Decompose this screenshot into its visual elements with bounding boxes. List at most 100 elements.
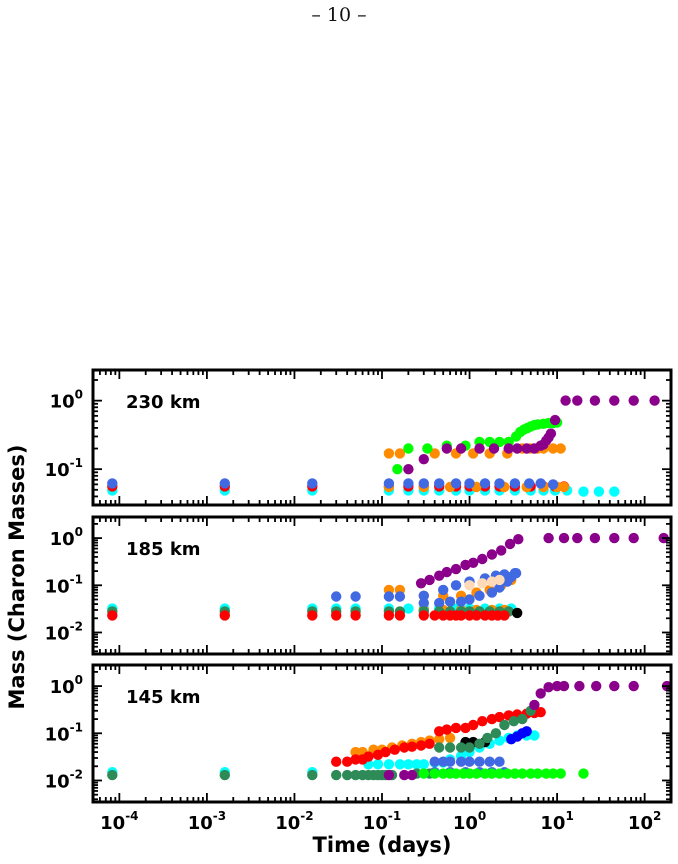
data-point (560, 395, 571, 406)
data-point (455, 610, 467, 621)
data-point (609, 486, 620, 497)
data-point (549, 414, 561, 426)
data-point (494, 756, 505, 767)
data-point (455, 443, 467, 454)
data-point (418, 590, 429, 601)
x-tick-label: 100 (453, 809, 486, 834)
data-point (219, 769, 230, 781)
data-point (383, 610, 395, 621)
x-tick-label: 10-1 (363, 809, 401, 834)
data-point (547, 443, 559, 454)
data-point (572, 395, 583, 406)
page-number: – 10 – (311, 4, 367, 26)
data-point (418, 478, 429, 489)
data-point (509, 768, 521, 779)
data-point (535, 478, 546, 489)
data-point (350, 591, 361, 602)
data-point (558, 481, 570, 493)
data-points (107, 395, 660, 497)
data-point (558, 680, 570, 692)
data-point (403, 603, 414, 614)
data-point (494, 478, 505, 489)
data-point (509, 478, 521, 489)
data-point (383, 478, 395, 489)
data-point (555, 443, 566, 454)
y-tick-label: 100 (50, 673, 83, 698)
data-point (399, 769, 410, 781)
data-point (547, 479, 559, 490)
data-point (406, 741, 418, 752)
panel-1: 100 10-1 10-2 185 km (45, 515, 673, 656)
data-point (399, 742, 410, 753)
data-point (574, 680, 585, 692)
data-point (609, 532, 620, 544)
data-point (468, 719, 479, 731)
data-point (415, 578, 427, 589)
data-point (504, 538, 516, 550)
data-point (609, 395, 620, 406)
data-point (517, 713, 528, 725)
data-point (628, 680, 639, 692)
data-point (512, 443, 523, 454)
data-point (403, 478, 414, 489)
data-point (107, 610, 118, 621)
data-point (429, 610, 440, 621)
data-point (444, 756, 456, 767)
data-point (474, 756, 485, 767)
data-point (488, 443, 500, 454)
data-point (394, 610, 406, 621)
data-point (545, 428, 557, 439)
data-point (403, 759, 414, 770)
data-point (509, 568, 521, 579)
data-point (455, 596, 467, 607)
data-point (450, 722, 462, 734)
data-point (486, 587, 498, 598)
data-point (464, 756, 475, 767)
data-point (496, 545, 507, 556)
data-point (490, 728, 502, 739)
data-point (331, 610, 342, 621)
data-point (628, 532, 639, 544)
data-point (331, 591, 342, 602)
data-point (424, 574, 435, 586)
data-point (219, 610, 230, 621)
data-point (429, 448, 440, 459)
data-point (444, 742, 456, 753)
y-tick-label: 10-1 (45, 572, 83, 597)
data-point (434, 734, 445, 745)
data-point (471, 610, 482, 621)
y-axis-label: Mass (Charon Masses) (5, 445, 29, 710)
data-point (450, 768, 462, 779)
data-point (380, 746, 391, 758)
data-point (418, 610, 429, 621)
x-tick-label: 101 (540, 809, 573, 834)
data-point (591, 680, 602, 692)
data-point (494, 768, 505, 779)
data-point (415, 740, 427, 751)
data-point (543, 532, 554, 544)
data-point (609, 680, 620, 692)
data-point (628, 395, 639, 406)
panel-2: 100 10-1 10-2 145 km (45, 663, 673, 804)
data-point (479, 478, 491, 489)
data-point (363, 751, 374, 762)
data-point (441, 443, 452, 454)
panel-label: 145 km (126, 687, 201, 708)
data-point (578, 486, 589, 497)
data-point (307, 769, 318, 781)
data-point (383, 448, 395, 459)
data-point (383, 769, 395, 781)
panel-label: 185 km (126, 539, 201, 560)
x-tick-label: 10-3 (188, 809, 226, 834)
data-point (477, 578, 488, 589)
data-point (508, 716, 519, 727)
data-point (499, 610, 510, 621)
panel-frame (91, 663, 673, 804)
data-point (372, 759, 384, 770)
data-point (342, 756, 353, 767)
data-point (494, 711, 505, 723)
data-point (464, 594, 475, 605)
data-point (418, 454, 429, 465)
data-point (424, 738, 435, 749)
